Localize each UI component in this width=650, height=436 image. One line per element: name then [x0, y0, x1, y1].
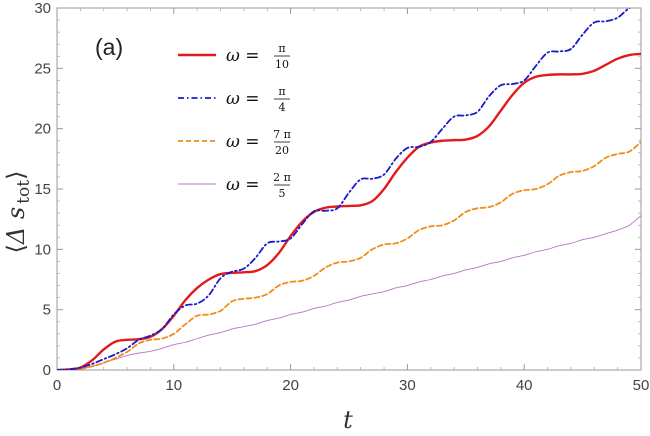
y-axis-title: ⟨Δ s tot⟩ — [2, 171, 34, 254]
panel-label: (a) — [95, 34, 123, 60]
x-tick-label: 30 — [399, 377, 416, 394]
y-tick-label: 30 — [34, 0, 51, 17]
legend-label: ω = — [226, 46, 260, 66]
legend-fraction-numerator: π — [278, 85, 285, 98]
x-tick-label: 0 — [53, 377, 61, 394]
y-tick-label: 0 — [43, 362, 51, 379]
legend-fraction-numerator: 2 π — [273, 171, 291, 184]
x-tick-label: 20 — [282, 377, 299, 394]
x-tick-label: 50 — [633, 377, 650, 394]
svg-text:⟨Δ stot⟩: ⟨Δ s tot⟩ — [2, 171, 34, 254]
series-line-2 — [57, 8, 632, 370]
legend: ω = π 10 ω = π 4 ω = 7 π 20 ω = 2 π 5 — [178, 42, 291, 200]
legend-fraction-numerator: 7 π — [273, 128, 291, 141]
plot-frame — [56, 7, 642, 371]
legend-label: ω = — [226, 89, 260, 109]
y-tick-label: 25 — [34, 60, 51, 77]
y-tick-label: 5 — [43, 302, 51, 319]
legend-label: ω = — [226, 132, 260, 152]
series-line-4 — [57, 215, 641, 370]
legend-entry: ω = 7 π 20 — [178, 128, 291, 157]
y-axis-title-sub: tot — [14, 180, 34, 204]
legend-label: ω = — [226, 175, 260, 195]
series-line-3 — [57, 141, 641, 370]
legend-fraction-denominator: 5 — [279, 187, 286, 200]
x-tick-label: 40 — [516, 377, 533, 394]
y-axis-title-main: Δ s — [2, 207, 30, 245]
axes: 0 10 20 30 40 50 0 5 10 15 20 25 30 — [34, 0, 649, 394]
legend-fraction-numerator: π — [278, 42, 285, 55]
y-tick-label: 15 — [34, 181, 51, 198]
y-tick-label: 10 — [34, 241, 51, 258]
series-line-1 — [57, 52, 641, 370]
legend-entry: ω = π 10 — [178, 42, 290, 71]
series-layer — [57, 8, 641, 370]
y-tick-label: 20 — [34, 121, 51, 138]
legend-fraction-denominator: 20 — [275, 144, 289, 157]
legend-fraction-denominator: 4 — [279, 101, 286, 114]
y-axis-title-open: ⟨ — [2, 244, 30, 253]
legend-fraction-denominator: 10 — [275, 58, 289, 71]
legend-entry: ω = π 4 — [178, 85, 290, 114]
x-tick-label: 10 — [165, 377, 182, 394]
x-axis-title: t — [343, 406, 353, 434]
y-axis-title-close: ⟩ — [2, 171, 30, 180]
legend-entry: ω = 2 π 5 — [178, 171, 291, 200]
